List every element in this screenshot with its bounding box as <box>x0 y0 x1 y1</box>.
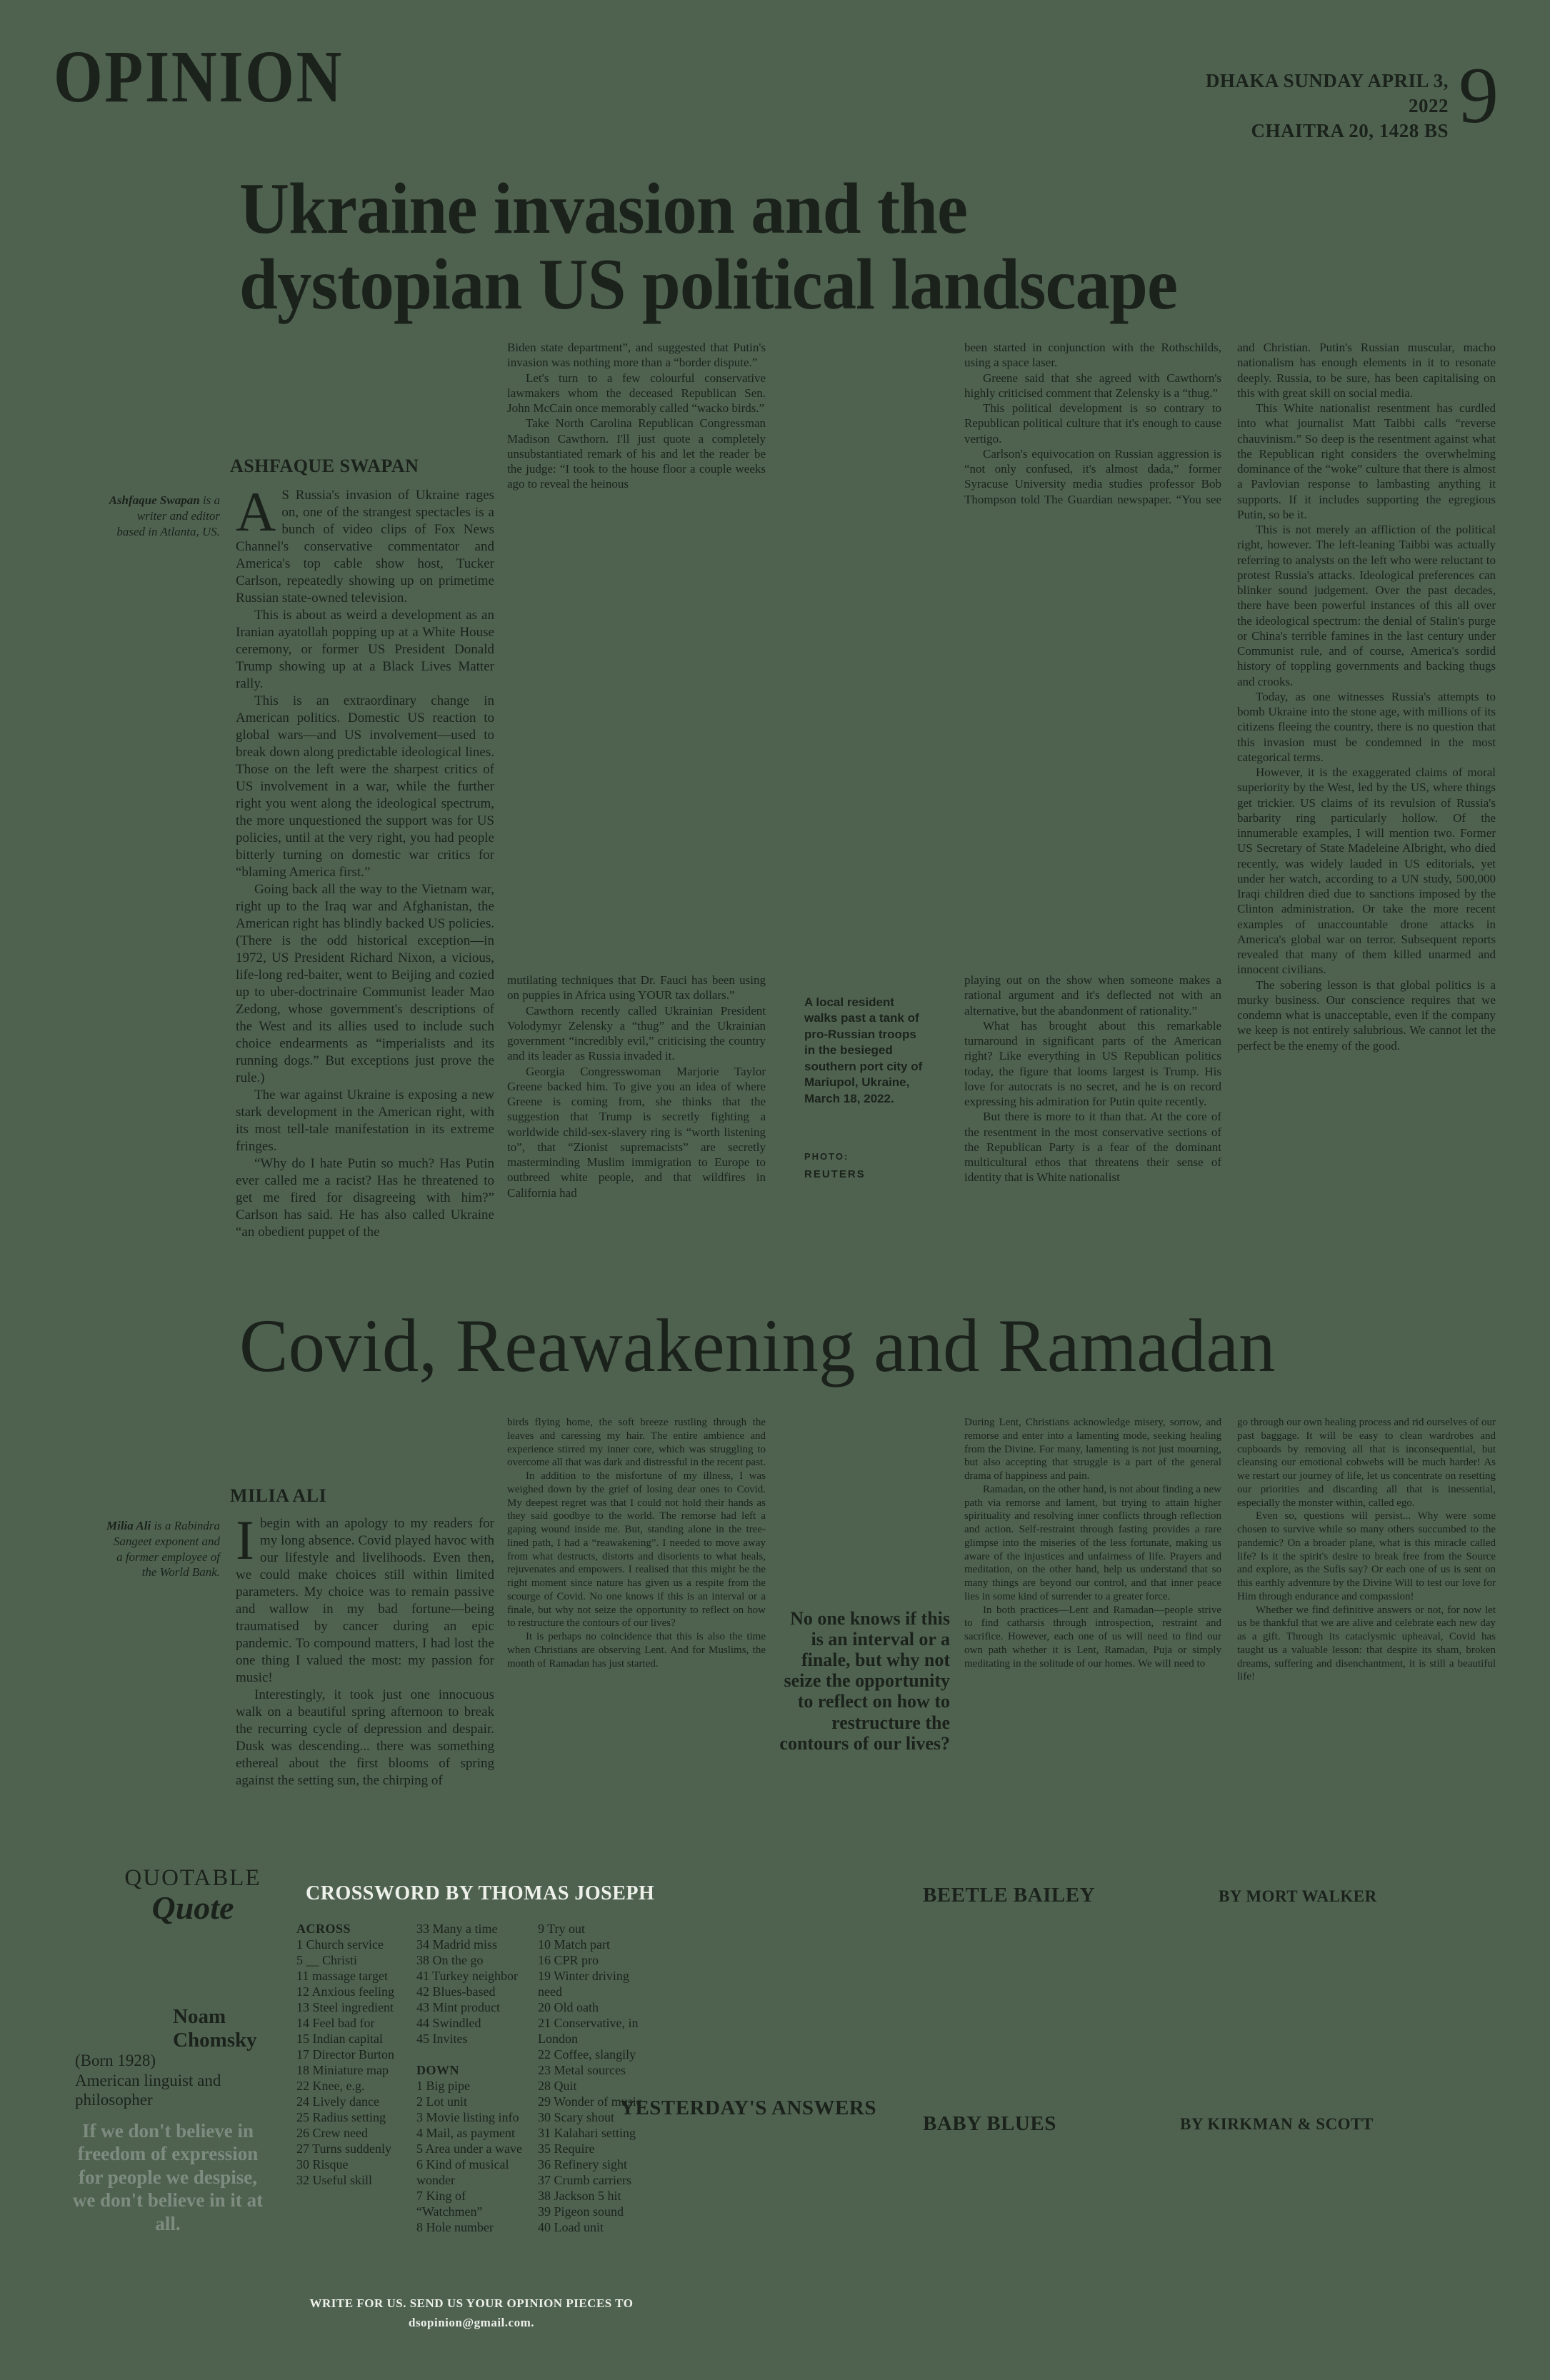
article1-author: ASHFAQUE SWAPAN <box>230 456 419 476</box>
quotable-quote-text: If we don't believe in freedom of expres… <box>72 2120 264 2234</box>
crossword-clues-column1: ACROSS 1 Church service 5 __ Christi 11 ma… <box>296 1921 404 2188</box>
article2-pull-quote: No one knows if this is an interval or a… <box>779 1608 950 1754</box>
article1-headline-line2: dystopian US political landscape <box>239 244 1178 325</box>
article2-author-bio-name: Milia Ali <box>106 1519 151 1532</box>
article1-column4: and Christian. Putin's Russian muscular,… <box>1237 341 1496 1053</box>
crossword-title: CROSSWORD BY THOMAS JOSEPH <box>306 1882 655 1904</box>
article2-author-bio: Milia Ali is a Rabindra Sangeet exponent… <box>106 1518 220 1580</box>
article1-column1: AS Russia's invasion of Ukraine rages on… <box>236 487 494 1240</box>
beetle-bailey-byline: BY MORT WALKER <box>1219 1887 1377 1905</box>
yesterdays-answers-title: YESTERDAY'S ANSWERS <box>620 2097 876 2119</box>
article2-headline: Covid, Reawakening and Ramadan <box>239 1304 1276 1387</box>
article2-column2: birds flying home, the soft breeze rustl… <box>507 1417 766 1669</box>
quotable-person-born: (Born 1928) <box>75 2052 156 2069</box>
quotable-person-description: American linguist and philosopher <box>75 2071 221 2109</box>
article1-author-bio-rest: is a writer and editor based in Atlanta,… <box>116 493 220 538</box>
photo-credit-label: PHOTO: <box>804 1151 849 1162</box>
crossword-clues-column2: 33 Many a time 34 Madrid miss 38 On the go… <box>416 1921 524 2235</box>
article1-column3-top: been started in conjunction with the Rot… <box>964 341 1221 506</box>
date-block: DHAKA SUNDAY APRIL 3, 2022 CHAITRA 20, 1… <box>1171 69 1449 144</box>
write-for-us-line1: WRITE FOR US. SEND US YOUR OPINION PIECE… <box>309 2296 634 2310</box>
crossword-across-clues-2: 33 Many a time 34 Madrid miss 38 On the go… <box>416 1922 519 2046</box>
article1-headline-line1: Ukraine invasion and the <box>239 169 968 249</box>
quotable-person: Noam Chomsky <box>173 2005 257 2052</box>
clues-spacer <box>416 2047 524 2062</box>
crossword-down-clues-1: 1 Big pipe 2 Lot unit 3 Movie listing info… <box>416 2079 522 2234</box>
article2-column5: go through our own healing process and r… <box>1237 1417 1496 1683</box>
write-for-us-email: dsopinion@gmail.com. <box>408 2316 534 2330</box>
page-number: 9 <box>1459 51 1499 140</box>
crossword-down-label: DOWN <box>416 2063 459 2077</box>
section-masthead: OPINION <box>54 36 344 118</box>
article1-column2-top: Biden state department”, and suggested t… <box>507 341 766 491</box>
quotable-title: Quote <box>151 1889 234 1926</box>
crossword-across-clues-1: 1 Church service 5 __ Christi 11 massage t… <box>296 1937 394 2187</box>
photo-caption: A local resident walks past a tank of pr… <box>804 995 923 1105</box>
baby-blues-title: BABY BLUES <box>923 2112 1056 2135</box>
article1-author-bio: Ashfaque Swapan is a writer and editor b… <box>106 493 220 539</box>
crossword-down-clues-2: 9 Try out 10 Match part 16 CPR pro 19 Winte… <box>538 1922 642 2234</box>
article2-author-bio-rest: is a Rabindra Sangeet exponent and a for… <box>113 1519 220 1580</box>
article2-column1: I begin with an apology to my readers fo… <box>236 1515 494 1788</box>
date-line: DHAKA SUNDAY APRIL 3, 2022 <box>1205 70 1449 117</box>
article1-column2-bottom: mutilating techniques that Dr. Fauci has… <box>507 973 766 1200</box>
article2-author: MILIA ALI <box>230 1485 327 1506</box>
article1-author-bio-name: Ashfaque Swapan <box>109 493 200 507</box>
calendar-line: CHAITRA 20, 1428 BS <box>1251 120 1449 142</box>
beetle-bailey-title: BEETLE BAILEY <box>923 1884 1096 1907</box>
article1-column3-bottom: playing out on the show when someone mak… <box>964 973 1221 1185</box>
crossword-across-label: ACROSS <box>296 1922 351 1936</box>
write-for-us-notice: WRITE FOR US. SEND US YOUR OPINION PIECE… <box>271 2294 671 2332</box>
quotable-person-details: (Born 1928) American linguist and philos… <box>75 2051 254 2110</box>
article2-column4: During Lent, Christians acknowledge mise… <box>964 1417 1221 1669</box>
quotable-kicker: QUOTABLE <box>124 1865 261 1891</box>
crossword-clues-column3: 9 Try out 10 Match part 16 CPR pro 19 Winte… <box>538 1921 651 2235</box>
baby-blues-byline: BY KIRKMAN & SCOTT <box>1180 2115 1374 2133</box>
photo-credit: REUTERS <box>804 1168 866 1180</box>
